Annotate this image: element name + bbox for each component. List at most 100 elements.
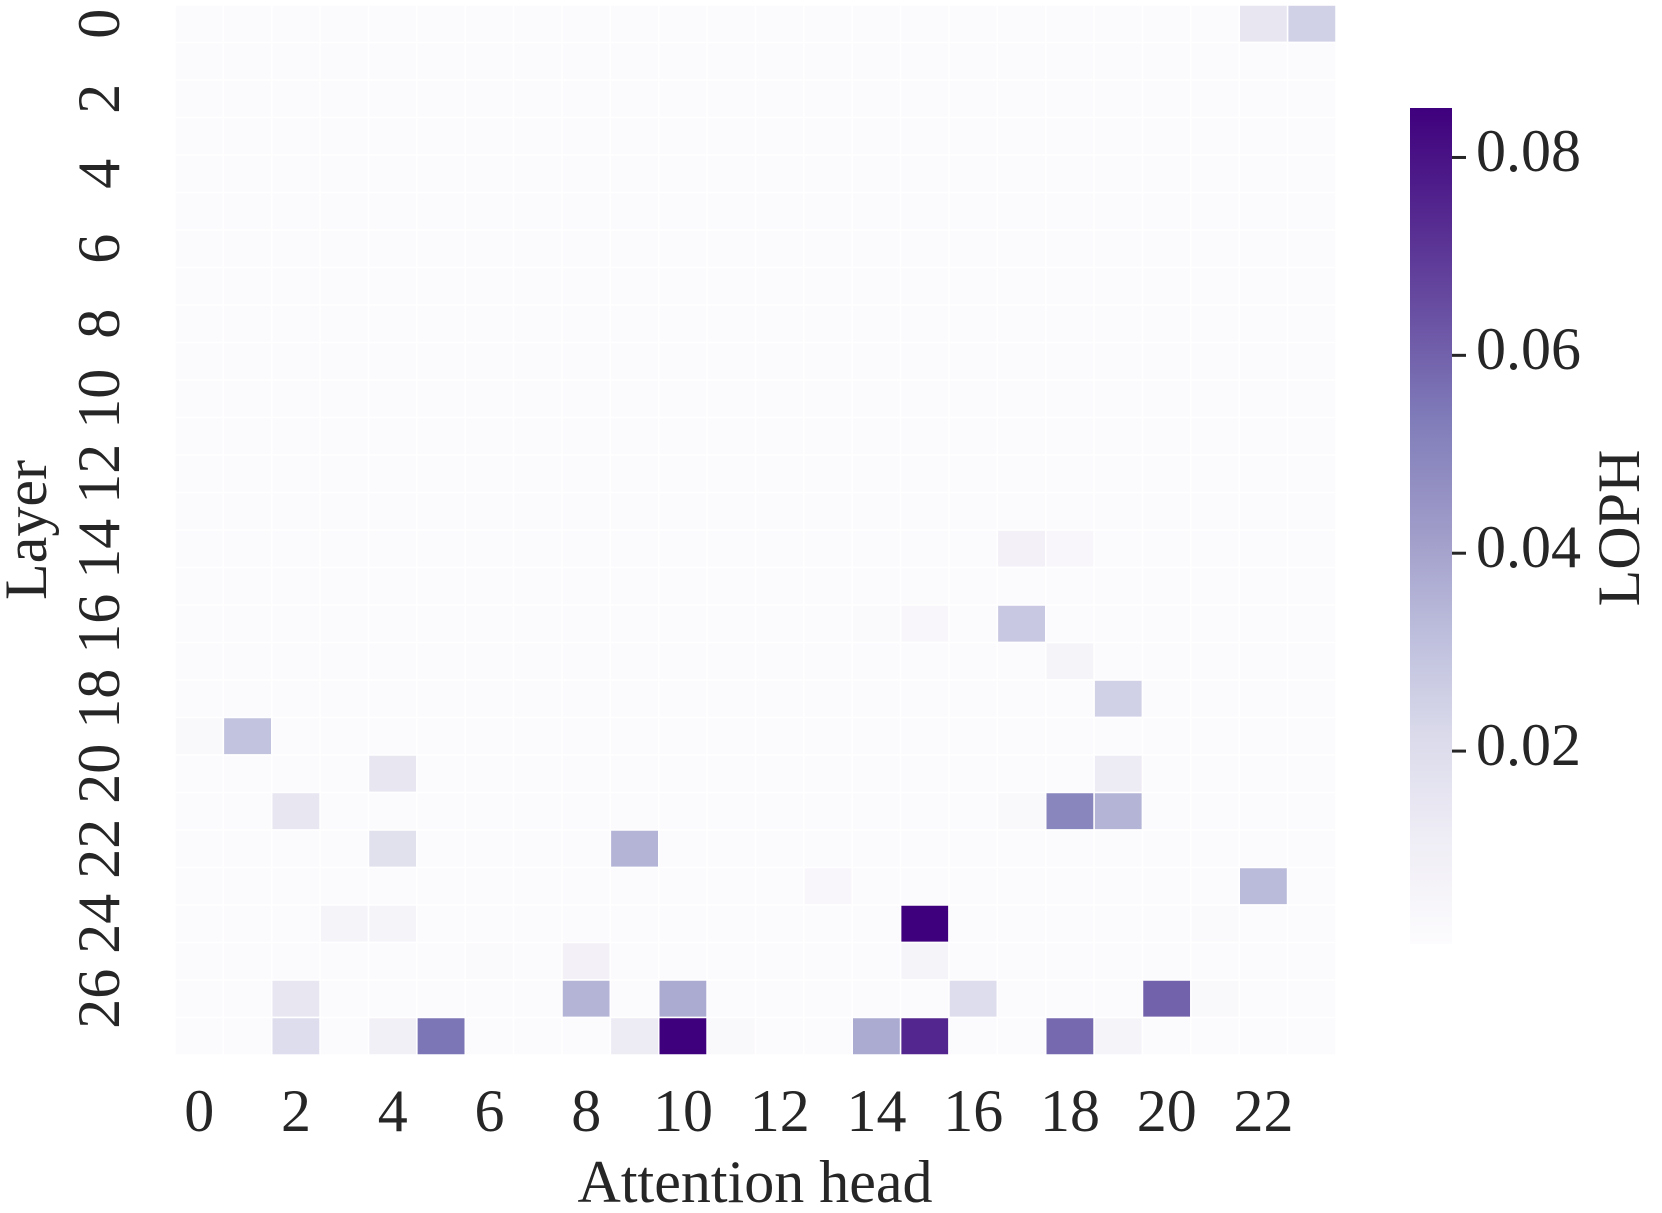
- heatmap-cell: [367, 154, 418, 194]
- heatmap-cell: [367, 641, 418, 681]
- heatmap-cell: [851, 491, 902, 531]
- heatmap-cell: [174, 41, 225, 81]
- heatmap-cell: [174, 791, 225, 831]
- heatmap-cell: [1286, 379, 1337, 419]
- heatmap-cell: [948, 154, 999, 194]
- heatmap-cell: [1141, 116, 1192, 156]
- heatmap-cell: [803, 4, 853, 44]
- heatmap-cell: [658, 866, 708, 906]
- heatmap-cell: [1045, 754, 1095, 794]
- heatmap-cell: [609, 604, 660, 644]
- heatmap-cell: [222, 566, 273, 606]
- heatmap-cell: [1141, 379, 1192, 419]
- heatmap-cell: [754, 979, 805, 1019]
- heatmap-cell: [512, 41, 563, 81]
- heatmap-cell: [754, 566, 805, 606]
- heatmap-cell: [1286, 829, 1337, 869]
- heatmap-cell: [1286, 116, 1337, 156]
- heatmap-cell: [948, 904, 999, 944]
- heatmap-cell: [1093, 266, 1144, 306]
- heatmap-cell: [658, 304, 708, 344]
- heatmap-cell: [464, 791, 515, 831]
- heatmap-cell: [174, 266, 225, 306]
- heatmap-cell: [899, 866, 950, 906]
- heatmap-cell: [1141, 191, 1192, 231]
- heatmap-cell: [512, 116, 563, 156]
- heatmap-cell: [658, 79, 708, 119]
- heatmap-cell: [948, 229, 999, 269]
- heatmap-cell: [1190, 716, 1240, 756]
- heatmap-cell: [658, 604, 708, 644]
- heatmap-cell: [996, 79, 1047, 119]
- heatmap-cell: [271, 41, 321, 81]
- heatmap-cell: [706, 229, 757, 269]
- heatmap-cell: [1141, 41, 1192, 81]
- heatmap-cell: [174, 566, 225, 606]
- heatmap-cell: [1093, 866, 1144, 906]
- heatmap-cell: [706, 829, 757, 869]
- heatmap-cell: [803, 304, 853, 344]
- heatmap-cell: [948, 716, 999, 756]
- heatmap-cell: [1286, 229, 1337, 269]
- heatmap-cell: [803, 1016, 853, 1056]
- heatmap-cell: [1190, 491, 1240, 531]
- heatmap-cell: [271, 716, 321, 756]
- heatmap-cell: [996, 566, 1047, 606]
- heatmap-cell: [1093, 1016, 1144, 1056]
- y-tick-label: 20: [66, 744, 132, 804]
- heatmap-cell: [464, 1016, 515, 1056]
- heatmap-cell: [174, 604, 225, 644]
- heatmap-cell: [1093, 529, 1144, 569]
- heatmap-cell: [1238, 979, 1289, 1019]
- heatmap-cell: [1190, 229, 1240, 269]
- heatmap-cell: [561, 304, 612, 344]
- heatmap-cell: [706, 604, 757, 644]
- heatmap-cell: [319, 979, 370, 1019]
- heatmap-cell: [754, 341, 805, 381]
- heatmap-cell: [271, 266, 321, 306]
- heatmap-cell: [512, 566, 563, 606]
- heatmap-cell: [754, 866, 805, 906]
- heatmap-cell: [899, 116, 950, 156]
- heatmap-cell: [1286, 4, 1337, 44]
- heatmap-cell: [803, 604, 853, 644]
- heatmap-cell: [1093, 716, 1144, 756]
- heatmap-cell: [464, 529, 515, 569]
- heatmap-cell: [1190, 641, 1240, 681]
- x-tick-label: 14: [846, 1078, 906, 1144]
- heatmap-cell: [803, 416, 853, 456]
- heatmap-cell: [561, 41, 612, 81]
- heatmap-cell: [464, 866, 515, 906]
- heatmap-cell: [174, 641, 225, 681]
- heatmap-cell: [1141, 341, 1192, 381]
- heatmap-cell: [803, 904, 853, 944]
- heatmap-cell: [319, 304, 370, 344]
- heatmap-cell: [1238, 379, 1289, 419]
- heatmap-cell: [851, 379, 902, 419]
- heatmap-cell: [367, 829, 418, 869]
- heatmap-cell: [899, 191, 950, 231]
- heatmap-cell: [803, 754, 853, 794]
- heatmap-cell: [1286, 304, 1337, 344]
- heatmap-cell: [512, 604, 563, 644]
- heatmap-cell: [174, 866, 225, 906]
- heatmap-cell: [658, 379, 708, 419]
- heatmap-cell: [367, 604, 418, 644]
- heatmap-cell: [658, 566, 708, 606]
- y-axis-label: Layer: [0, 460, 59, 600]
- heatmap-cell: [512, 829, 563, 869]
- heatmap-cell: [1286, 529, 1337, 569]
- heatmap-cell: [222, 904, 273, 944]
- heatmap-cell: [271, 641, 321, 681]
- heatmap-cell: [996, 1016, 1047, 1056]
- heatmap-cell: [706, 791, 757, 831]
- heatmap-cell: [561, 979, 612, 1019]
- heatmap-cell: [851, 116, 902, 156]
- heatmap-cell: [1238, 341, 1289, 381]
- heatmap-cell: [271, 491, 321, 531]
- heatmap-cell: [1286, 641, 1337, 681]
- heatmap-cell: [1093, 754, 1144, 794]
- heatmap-cell: [948, 116, 999, 156]
- heatmap-cell: [416, 604, 466, 644]
- heatmap-cell: [1190, 4, 1240, 44]
